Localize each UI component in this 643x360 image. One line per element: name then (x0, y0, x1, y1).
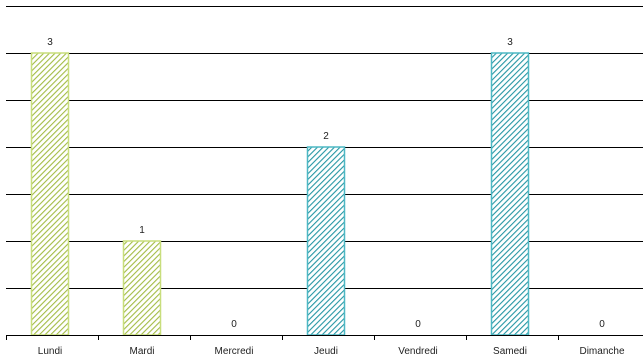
bar-samedi (490, 52, 530, 336)
bar-jeudi (306, 146, 346, 336)
data-labels: 3 1 0 2 0 3 0 (47, 37, 605, 330)
x-tick-label-vendredi: Vendredi (398, 346, 437, 357)
x-tick-label-dimanche: Dimanche (579, 346, 624, 357)
x-axis: Lundi Mardi Mercredi Jeudi Vendredi Samedi Dim… (6, 335, 643, 357)
x-tick-label-mercredi: Mercredi (215, 346, 254, 357)
x-tick-label-mardi: Mardi (129, 346, 154, 357)
data-label-vendredi: 0 (415, 319, 421, 330)
x-tick-label-samedi: Samedi (493, 346, 527, 357)
x-tick-label-lundi: Lundi (38, 346, 62, 357)
data-label-lundi: 3 (47, 37, 53, 48)
x-tick-label-jeudi: Jeudi (314, 346, 338, 357)
data-label-jeudi: 2 (323, 131, 329, 142)
data-label-mercredi: 0 (231, 319, 237, 330)
bar-lundi (30, 52, 70, 336)
bar-mardi (122, 240, 162, 336)
data-label-mardi: 1 (139, 225, 145, 236)
data-label-dimanche: 0 (599, 319, 605, 330)
data-label-samedi: 3 (507, 37, 513, 48)
